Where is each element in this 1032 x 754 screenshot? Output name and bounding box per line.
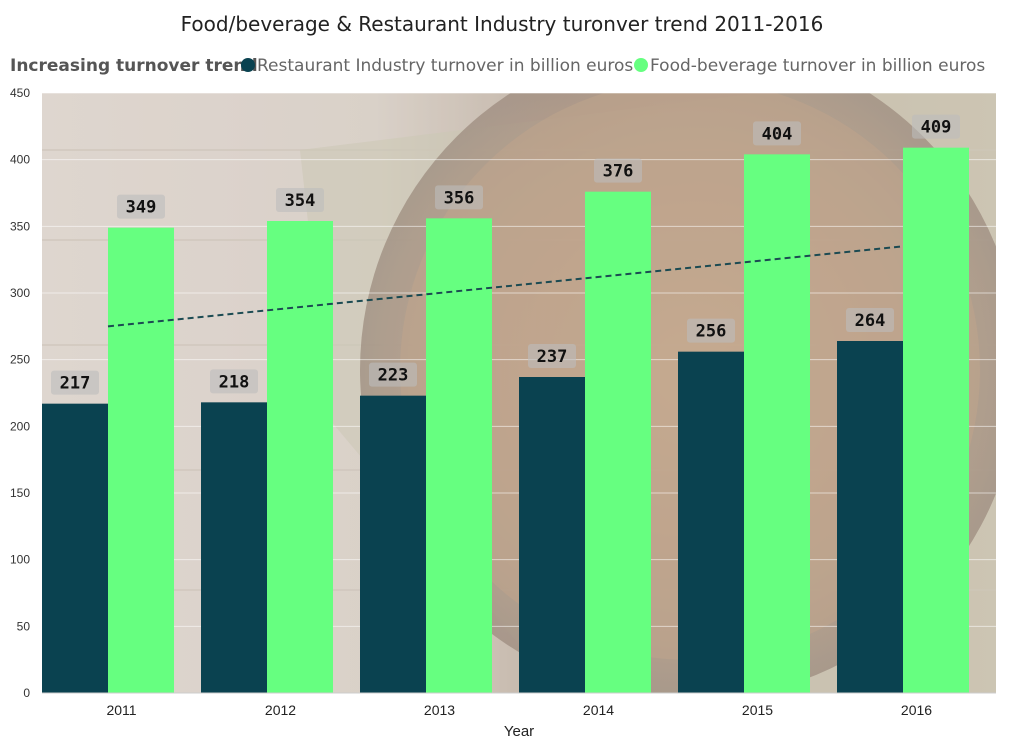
data-label-bg bbox=[528, 344, 576, 368]
data-label-bg bbox=[51, 370, 99, 395]
data-label: 409 bbox=[921, 118, 952, 138]
data-label: 349 bbox=[126, 198, 157, 218]
y-tick-label: 450 bbox=[10, 86, 30, 100]
legend-title: Increasing turnover trend bbox=[10, 56, 258, 76]
data-label: 237 bbox=[537, 347, 568, 367]
bars bbox=[42, 147, 969, 694]
trendline bbox=[107, 245, 904, 328]
data-label: 404 bbox=[762, 124, 793, 144]
y-tick-label: 350 bbox=[10, 219, 30, 233]
data-label: 356 bbox=[444, 188, 475, 208]
data-label-bg bbox=[210, 369, 258, 394]
data-labels: 217 349 218 354 223 356 237 376 256 404 264 409 bbox=[51, 114, 960, 395]
data-label-bg bbox=[594, 158, 642, 183]
bar-food-beverage bbox=[744, 154, 810, 694]
chart-title: Food/beverage & Restaurant Industry turo… bbox=[181, 12, 824, 36]
x-axis-label: Year bbox=[504, 723, 534, 740]
legend-label-food-beverage: Food-beverage turnover in billion euros bbox=[650, 56, 985, 76]
data-label-bg bbox=[687, 318, 735, 343]
bar-restaurant bbox=[837, 341, 903, 693]
legend-label-restaurant: Restaurant Industry turnover in billion … bbox=[257, 56, 633, 76]
legend: Increasing turnover trend Restaurant Ind… bbox=[10, 56, 985, 76]
data-label: 376 bbox=[603, 162, 634, 182]
x-tick-label: 2016 bbox=[901, 702, 932, 718]
x-tick-label: 2011 bbox=[106, 702, 136, 718]
y-tick-label: 50 bbox=[17, 619, 31, 633]
x-tick-label: 2015 bbox=[742, 702, 773, 718]
data-label-bg bbox=[117, 194, 165, 219]
data-label-bg bbox=[846, 308, 894, 332]
bar-food-beverage bbox=[267, 221, 333, 693]
data-label: 256 bbox=[696, 322, 727, 342]
data-label-bg bbox=[753, 121, 801, 146]
data-label: 217 bbox=[60, 374, 91, 394]
bar-food-beverage bbox=[585, 191, 651, 693]
data-label: 218 bbox=[219, 372, 250, 392]
x-axis: 2011 2012 2013 2014 2015 2016 bbox=[42, 692, 996, 718]
legend-marker-food-beverage bbox=[634, 58, 648, 72]
trendline-group bbox=[107, 245, 904, 328]
data-label-bg bbox=[912, 114, 960, 139]
data-label-bg bbox=[369, 362, 417, 387]
bar-restaurant bbox=[519, 377, 585, 693]
x-tick-label: 2014 bbox=[583, 702, 614, 718]
y-tick-label: 400 bbox=[10, 153, 30, 167]
y-tick-label: 200 bbox=[10, 419, 30, 433]
bar-restaurant bbox=[678, 351, 744, 693]
data-label-bg bbox=[435, 185, 483, 210]
data-label: 264 bbox=[855, 311, 886, 331]
data-label: 223 bbox=[378, 366, 409, 386]
bar-restaurant bbox=[360, 395, 426, 693]
bar-food-beverage bbox=[903, 147, 969, 693]
x-tick-label: 2013 bbox=[424, 702, 455, 718]
y-tick-label: 300 bbox=[10, 286, 30, 300]
data-label-bg bbox=[276, 188, 324, 212]
y-tick-label: 250 bbox=[10, 353, 30, 367]
y-tick-label: 150 bbox=[10, 486, 30, 500]
bar-restaurant bbox=[201, 402, 267, 693]
bar-food-beverage bbox=[426, 218, 492, 694]
legend-marker-restaurant bbox=[241, 58, 255, 72]
data-label: 354 bbox=[285, 191, 316, 211]
y-tick-label: 100 bbox=[10, 553, 30, 567]
y-axis: 0 50 100 150 200 250 300 350 400 450 bbox=[10, 86, 30, 700]
bar-restaurant bbox=[42, 403, 108, 693]
x-tick-label: 2012 bbox=[265, 702, 296, 718]
y-tick-label: 0 bbox=[23, 686, 30, 700]
bar-food-beverage bbox=[108, 227, 174, 693]
